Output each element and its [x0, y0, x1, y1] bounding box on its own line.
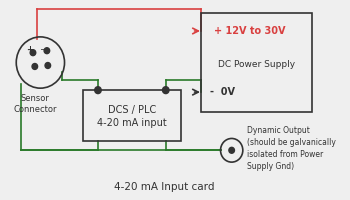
Circle shape — [162, 87, 169, 94]
Text: DC Power Supply: DC Power Supply — [218, 60, 295, 69]
Text: 4-20 mA input: 4-20 mA input — [97, 118, 167, 128]
Circle shape — [95, 87, 101, 94]
Circle shape — [30, 50, 36, 56]
Text: Dynamic Output
(should be galvanically
isolated from Power
Supply Gnd): Dynamic Output (should be galvanically i… — [246, 126, 335, 171]
Circle shape — [32, 64, 37, 69]
Text: −: − — [40, 44, 47, 53]
Text: + 12V to 30V: + 12V to 30V — [214, 26, 286, 36]
Circle shape — [45, 63, 51, 68]
Bar — [201, 13, 313, 112]
Text: Sensor
Connector: Sensor Connector — [13, 94, 57, 114]
Text: -  0V: - 0V — [210, 87, 235, 97]
Circle shape — [229, 147, 234, 153]
Text: 4-20 mA Input card: 4-20 mA Input card — [114, 182, 214, 192]
Circle shape — [44, 48, 50, 54]
Bar — [83, 90, 181, 141]
Text: +: + — [26, 45, 33, 54]
Text: DCS / PLC: DCS / PLC — [108, 105, 156, 115]
